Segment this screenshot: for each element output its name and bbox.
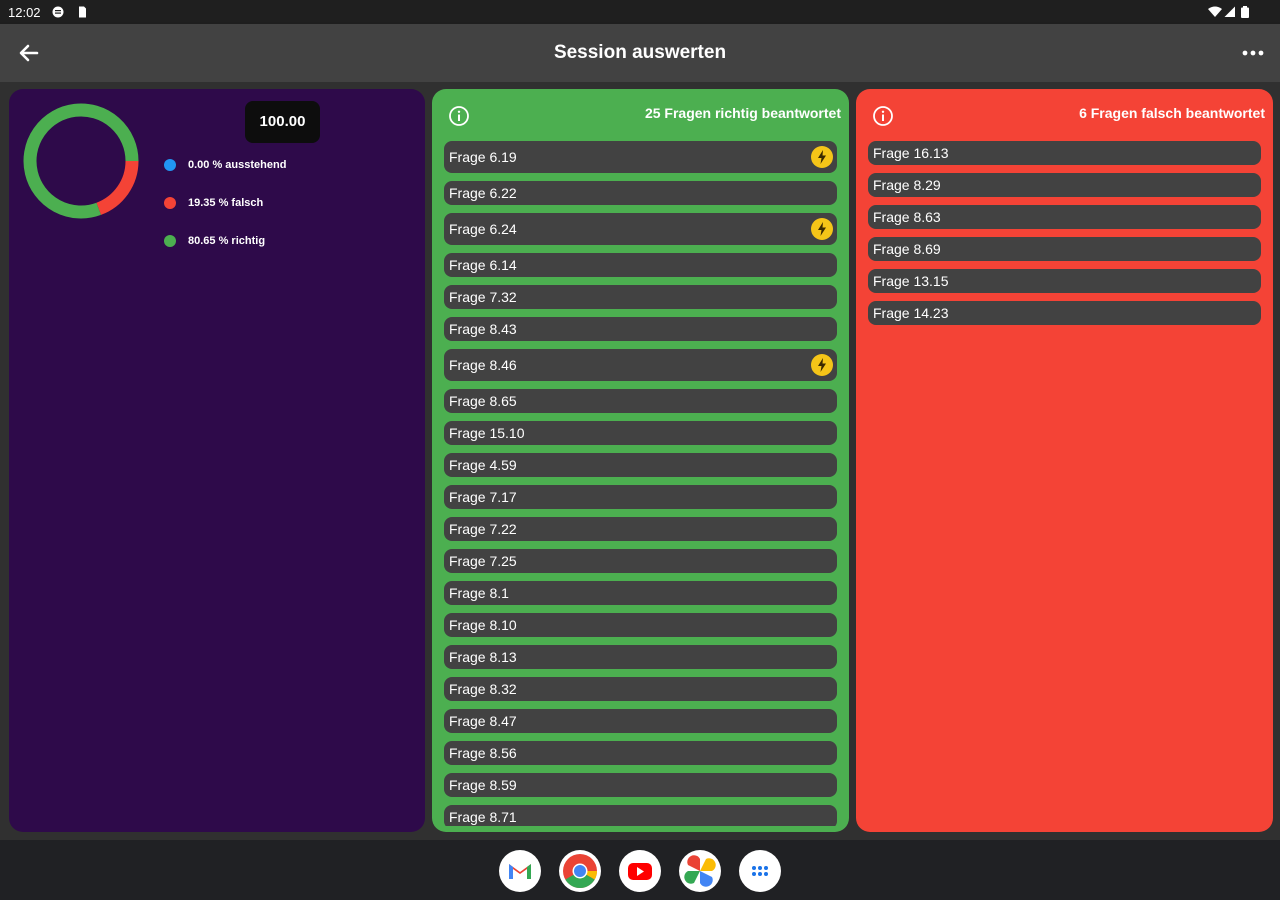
score-badge: 100.00	[245, 101, 320, 143]
question-row[interactable]: Frage 8.56	[444, 741, 837, 765]
question-label: Frage 8.10	[449, 617, 517, 633]
question-row[interactable]: Frage 8.63	[868, 205, 1261, 229]
content-area: 100.00 0.00 % ausstehend 19.35 % falsch …	[0, 82, 1280, 840]
question-row[interactable]: Frage 6.24	[444, 213, 837, 245]
legend-label: 19.35 % falsch	[188, 197, 264, 209]
question-label: Frage 4.59	[449, 457, 517, 473]
legend-item-wrong: 19.35 % falsch	[164, 195, 263, 211]
question-label: Frage 13.15	[873, 273, 949, 289]
page-title: Session auswerten	[553, 42, 727, 63]
app-bar: Session auswerten	[0, 24, 1280, 82]
question-label: Frage 8.65	[449, 393, 517, 409]
question-label: Frage 8.59	[449, 777, 517, 793]
question-row[interactable]: Frage 8.13	[444, 645, 837, 669]
question-row[interactable]: Frage 8.69	[868, 237, 1261, 261]
question-row[interactable]: Frage 8.32	[444, 677, 837, 701]
legend-label: 0.00 % ausstehend	[188, 159, 287, 171]
question-label: Frage 8.29	[873, 177, 941, 193]
question-row[interactable]: Frage 7.32	[444, 285, 837, 309]
question-row[interactable]: Frage 8.65	[444, 389, 837, 413]
legend-label: 80.65 % richtig	[188, 235, 266, 247]
photos-icon[interactable]	[679, 850, 721, 892]
question-row[interactable]: Frage 8.46	[444, 349, 837, 381]
question-row[interactable]: Frage 8.59	[444, 773, 837, 797]
question-label: Frage 14.23	[873, 305, 949, 321]
question-row[interactable]: Frage 8.43	[444, 317, 837, 341]
question-row[interactable]: Frage 6.14	[444, 253, 837, 277]
question-row[interactable]: Frage 6.19	[444, 141, 837, 173]
question-row[interactable]: Frage 16.13	[868, 141, 1261, 165]
lightning-icon	[811, 218, 833, 240]
question-label: Frage 8.69	[873, 241, 941, 257]
correct-count-label: 25 Fragen richtig beantwortet	[644, 105, 841, 121]
question-row[interactable]: Frage 8.29	[868, 173, 1261, 197]
info-icon[interactable]	[872, 105, 894, 127]
question-row[interactable]: Frage 15.10	[444, 421, 837, 445]
question-row[interactable]: Frage 4.59	[444, 453, 837, 477]
legend-item-correct: 80.65 % richtig	[164, 233, 265, 249]
sim-card-icon	[79, 6, 86, 18]
question-label: Frage 7.25	[449, 553, 517, 569]
battery-icon	[1241, 6, 1249, 18]
question-row[interactable]: Frage 8.71	[444, 805, 837, 826]
question-label: Frage 8.13	[449, 649, 517, 665]
dock-bar	[0, 840, 1280, 900]
donut-slice-richtig	[23, 103, 139, 219]
question-label: Frage 8.43	[449, 321, 517, 337]
question-label: Frage 8.47	[449, 713, 517, 729]
question-label: Frage 6.22	[449, 185, 517, 201]
question-row[interactable]: Frage 7.25	[444, 549, 837, 573]
question-label: Frage 8.46	[449, 357, 517, 373]
status-time: 12:02	[8, 5, 41, 20]
question-row[interactable]: Frage 14.23	[868, 301, 1261, 325]
question-label: Frage 16.13	[873, 145, 949, 161]
stats-panel: 100.00 0.00 % ausstehend 19.35 % falsch …	[9, 89, 425, 832]
wrong-panel-header: 6 Fragen falsch beantwortet	[856, 89, 1273, 137]
lightning-icon	[811, 146, 833, 168]
cell-signal-icon	[1224, 6, 1235, 17]
question-label: Frage 7.17	[449, 489, 517, 505]
question-label: Frage 8.63	[873, 209, 941, 225]
wrong-count-label: 6 Fragen falsch beantwortet	[1079, 105, 1265, 121]
result-donut-chart	[23, 103, 139, 219]
question-label: Frage 8.71	[449, 809, 517, 825]
question-label: Frage 8.1	[449, 585, 509, 601]
info-icon[interactable]	[448, 105, 470, 127]
notification-icon	[52, 6, 64, 18]
question-label: Frage 6.24	[449, 221, 517, 237]
correct-question-list[interactable]: Frage 6.19 Frage 6.22 Frage 6.24 Frage 6.14…	[444, 141, 837, 826]
question-row[interactable]: Frage 13.15	[868, 269, 1261, 293]
correct-panel-header: 25 Fragen richtig beantwortet	[432, 89, 849, 137]
question-row[interactable]: Frage 7.17	[444, 485, 837, 509]
status-bar: 12:02	[0, 0, 1280, 24]
question-row[interactable]: Frage 8.10	[444, 613, 837, 637]
question-row[interactable]: Frage 6.22	[444, 181, 837, 205]
gmail-icon[interactable]	[499, 850, 541, 892]
more-horiz-icon[interactable]	[1240, 41, 1266, 65]
question-label: Frage 8.32	[449, 681, 517, 697]
youtube-icon[interactable]	[619, 850, 661, 892]
correct-answers-panel: 25 Fragen richtig beantwortet Frage 6.19…	[432, 89, 849, 832]
question-row[interactable]: Frage 8.47	[444, 709, 837, 733]
question-label: Frage 6.19	[449, 149, 517, 165]
arrow-back-icon[interactable]	[14, 38, 44, 68]
legend-item-pending: 0.00 % ausstehend	[164, 157, 286, 173]
question-row[interactable]: Frage 8.1	[444, 581, 837, 605]
legend-dot	[164, 197, 176, 209]
question-row[interactable]: Frage 7.22	[444, 517, 837, 541]
chrome-icon[interactable]	[559, 850, 601, 892]
lightning-icon	[811, 354, 833, 376]
question-label: Frage 7.32	[449, 289, 517, 305]
legend-dot	[164, 159, 176, 171]
question-label: Frage 6.14	[449, 257, 517, 273]
question-label: Frage 15.10	[449, 425, 525, 441]
app-drawer-icon[interactable]	[739, 850, 781, 892]
wrong-question-list[interactable]: Frage 16.13 Frage 8.29 Frage 8.63 Frage 8.6…	[868, 141, 1261, 826]
question-label: Frage 7.22	[449, 521, 517, 537]
donut-slice-falsch	[96, 160, 139, 215]
question-label: Frage 8.56	[449, 745, 517, 761]
legend-dot	[164, 235, 176, 247]
wrong-answers-panel: 6 Fragen falsch beantwortet Frage 16.13 F…	[856, 89, 1273, 832]
wifi-icon	[1208, 6, 1222, 17]
